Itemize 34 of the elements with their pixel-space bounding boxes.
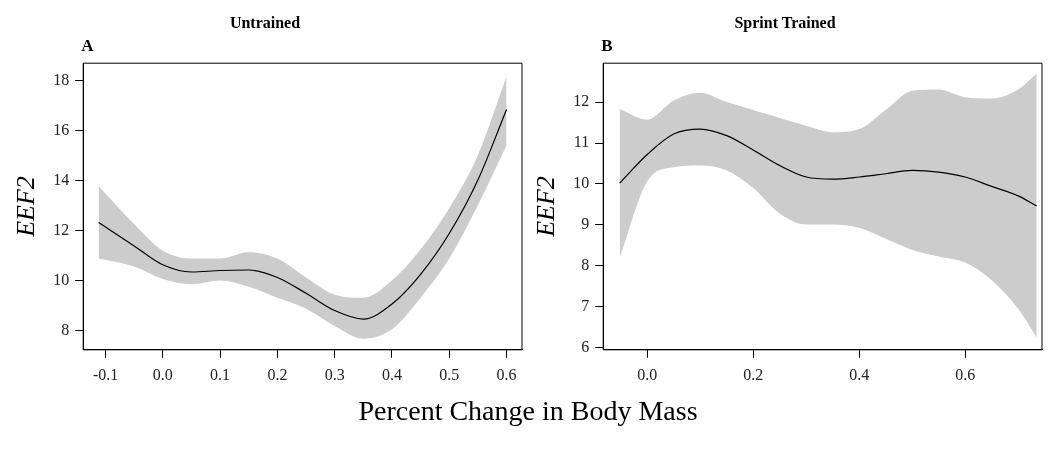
x-tick-label: 0.4	[849, 365, 870, 383]
chart-title: Sprint Trained	[734, 13, 836, 32]
y-tick-label: 14	[53, 170, 70, 188]
x-tick-label: 0.4	[381, 365, 402, 383]
x-tick-label: 0.2	[743, 365, 764, 383]
x-tick-label: 0.0	[152, 365, 173, 383]
y-tick-label: 8	[581, 256, 590, 274]
x-tick-label: -0.1	[92, 365, 119, 383]
x-tick-label: 0.1	[210, 365, 231, 383]
y-tick-label: 7	[581, 297, 590, 315]
x-tick-label: 0.6	[955, 365, 976, 383]
x-tick-label: 0.5	[439, 365, 460, 383]
y-tick-label: 11	[573, 133, 590, 151]
x-tick-label: 0.0	[637, 365, 658, 383]
y-axis-title: EEF2	[531, 176, 561, 238]
y-tick-label: 10	[53, 270, 70, 288]
x-axis-title: Percent Change in Body Mass	[357, 395, 699, 427]
chart-title: Untrained	[229, 13, 301, 31]
x-tick-label: 0.2	[267, 365, 288, 383]
x-tick-label: 0.6	[496, 365, 517, 383]
y-tick-label: 6	[581, 337, 590, 355]
text: A	[81, 36, 95, 56]
y-axis-title: EEF2	[11, 176, 41, 238]
y-tick-label: 9	[581, 215, 590, 233]
line-series	[98, 108, 508, 320]
text: B	[601, 36, 613, 56]
x-tick-label: 0.3	[324, 365, 345, 383]
y-tick-label: 10	[573, 174, 590, 192]
y-tick-label: 12	[53, 220, 70, 238]
y-tick-label: 8	[61, 320, 70, 338]
y-tick-label: 12	[573, 92, 590, 110]
y-tick-label: 16	[53, 120, 70, 138]
line-series	[619, 128, 1038, 207]
y-tick-label: 18	[53, 70, 70, 88]
